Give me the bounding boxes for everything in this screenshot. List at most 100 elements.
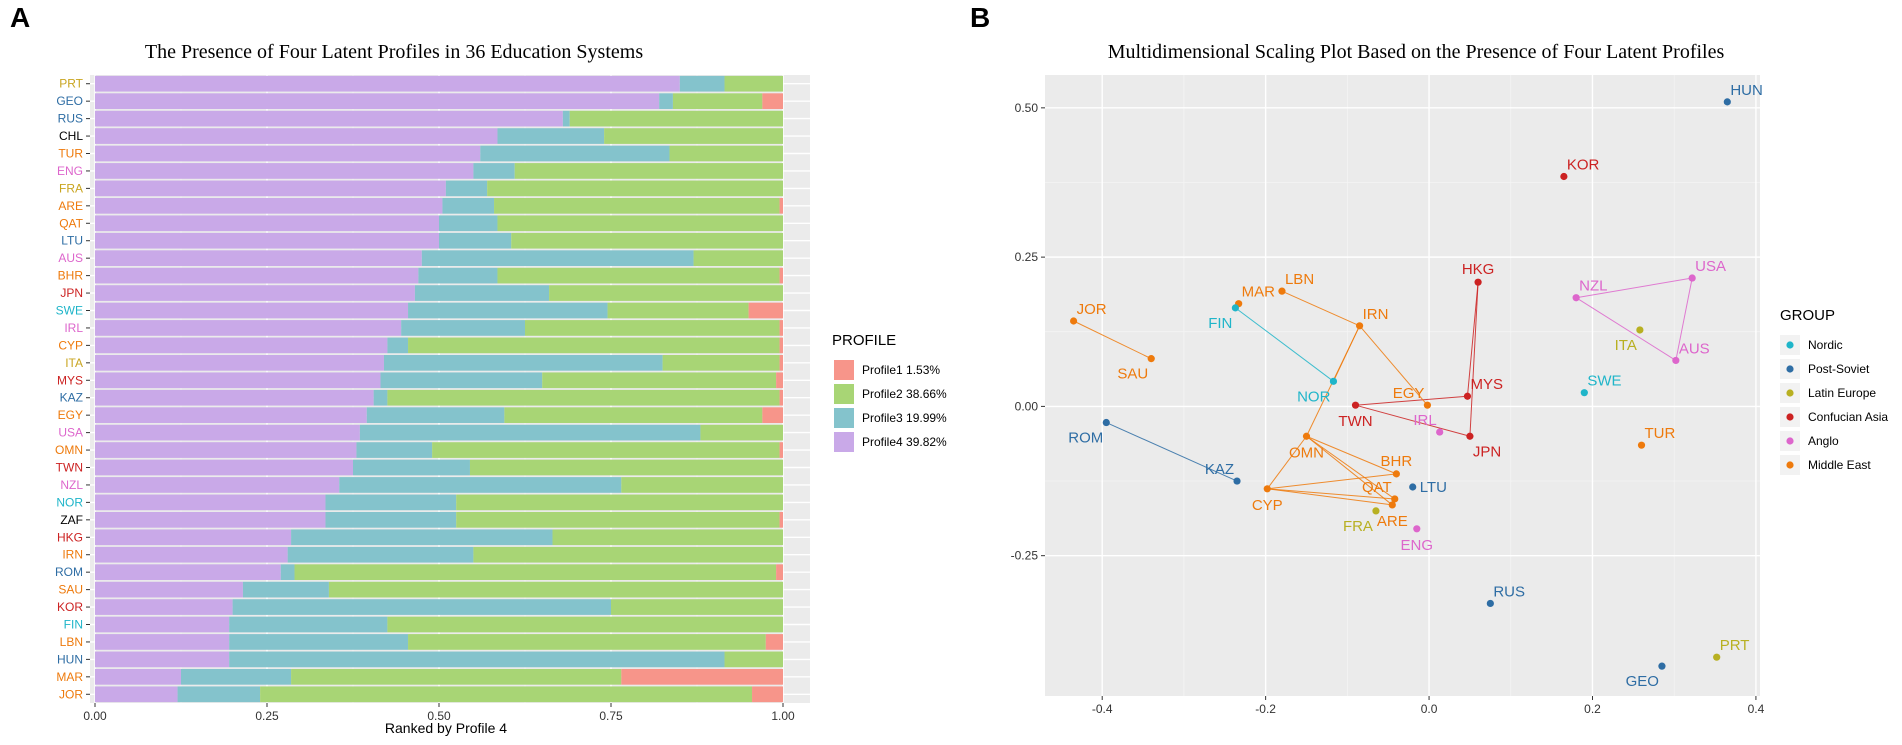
- point-label-bhr: BHR: [1381, 453, 1413, 470]
- point-prt: [1713, 653, 1721, 661]
- mds-scatter-plot: Multidimensional Scaling Plot Based on t…: [1011, 41, 1889, 716]
- category-label-geo: GEO: [56, 94, 83, 108]
- bar-segment-hkg-profile4: [95, 529, 292, 546]
- point-rom: [1102, 418, 1110, 427]
- scatter-x-tick-label: 0.4: [1748, 702, 1765, 716]
- legend-label-anglo: Anglo: [1808, 434, 1839, 448]
- bar-segment-irl-profile1: [779, 320, 783, 336]
- bar-segment-cyp-profile1: [779, 337, 783, 354]
- legend-label-latin-europe: Latin Europe: [1808, 386, 1876, 400]
- connection-line-irn-egy: [1359, 325, 1428, 406]
- bar-segment-kaz-profile3: [373, 389, 388, 406]
- category-label-fin: FIN: [64, 618, 83, 632]
- category-label-are: ARE: [58, 199, 83, 213]
- bar-segment-mys-profile2: [542, 372, 777, 389]
- bar-segment-zaf-profile2: [456, 511, 780, 528]
- point-nzl: [1572, 294, 1580, 302]
- bar-x-ticks: 0.00 0.25 0.50 0.75 1.00: [83, 703, 795, 723]
- connection-line-nzl-usa: [1576, 277, 1693, 299]
- point-tur: [1637, 441, 1646, 449]
- bar-segment-fra-profile4: [95, 180, 446, 197]
- bar-segment-sau-profile2: [328, 581, 783, 598]
- legend-dot-latin-europe: [1786, 389, 1794, 397]
- bar-segment-egy-profile4: [95, 407, 367, 424]
- bar-segment-qat-profile3: [439, 215, 498, 232]
- bar-segment-fin-profile3: [229, 616, 388, 633]
- bar-segment-geo-profile4: [95, 93, 660, 110]
- bar-segment-fin-profile2: [387, 616, 783, 633]
- point-label-qat: QAT: [1362, 479, 1392, 496]
- bar-segment-swe-profile4: [95, 302, 409, 319]
- point-irl: [1436, 428, 1444, 436]
- bar-segments: [95, 75, 783, 703]
- bar-segment-nor-profile4: [95, 494, 326, 511]
- point-are: [1388, 501, 1396, 509]
- point-twn: [1351, 401, 1360, 409]
- bar-segment-mys-profile1: [776, 372, 783, 389]
- connection-line-jor-sau: [1073, 320, 1152, 360]
- connection-line-mys-hkg: [1466, 282, 1479, 397]
- scatter-title: Multidimensional Scaling Plot Based on t…: [1108, 41, 1725, 63]
- connection-line-omn-qat: [1306, 435, 1396, 500]
- point-label-nor: NOR: [1297, 388, 1331, 405]
- category-label-ita: ITA: [65, 356, 83, 370]
- bar-segment-eng-profile2: [514, 163, 783, 179]
- bar-segment-aus-profile3: [421, 250, 694, 267]
- bar-segment-are-profile1: [779, 197, 783, 214]
- category-label-tur: TUR: [58, 147, 83, 161]
- bar-segment-kaz-profile1: [779, 389, 783, 406]
- bar-segment-are-profile2: [494, 197, 780, 214]
- scatter-y-tick-label: 0.25: [1015, 250, 1039, 264]
- point-hkg: [1474, 278, 1482, 286]
- stacked-bar-chart: The Presence of Four Latent Profiles in …: [55, 41, 947, 736]
- bar-segment-kor-profile3: [232, 599, 611, 615]
- category-label-jor: JOR: [59, 687, 83, 701]
- bar-segment-kaz-profile2: [387, 389, 780, 406]
- point-label-omn: OMN: [1289, 444, 1324, 461]
- category-label-nor: NOR: [56, 495, 83, 509]
- bar-segment-jpn-profile2: [549, 285, 783, 301]
- category-label-fra: FRA: [59, 181, 83, 195]
- bar-segment-prt-profile4: [95, 75, 680, 92]
- scatter-x-tick-label: 0.0: [1421, 702, 1438, 716]
- bar-segment-qat-profile4: [95, 215, 439, 232]
- bar-segment-chl-profile4: [95, 128, 498, 144]
- legend-dot-confucian-asia: [1786, 413, 1794, 421]
- bar-x-tick-label: 0.00: [83, 709, 107, 723]
- group-connection-lines: [1073, 277, 1693, 506]
- connection-line-omn-are: [1306, 435, 1393, 506]
- legend-dot-nordic: [1786, 341, 1794, 349]
- bar-segment-mar-profile1: [621, 668, 783, 685]
- bar-segment-bhr-profile2: [497, 267, 780, 284]
- point-label-geo: GEO: [1626, 673, 1659, 690]
- point-label-hkg: HKG: [1462, 261, 1495, 278]
- bar-segment-hun-profile4: [95, 651, 230, 668]
- bar-segment-kor-profile4: [95, 599, 233, 615]
- bar-segment-lbn-profile3: [229, 634, 409, 650]
- point-label-usa: USA: [1695, 258, 1726, 275]
- point-kaz: [1233, 477, 1241, 485]
- scatter-x-tick-label: -0.2: [1255, 702, 1276, 716]
- bar-segment-egy-profile1: [762, 407, 783, 424]
- point-omn: [1302, 432, 1311, 440]
- scatter-plot-panel: [1045, 75, 1760, 696]
- bar-segment-aus-profile4: [95, 250, 422, 267]
- connection-line-aus-nzl: [1575, 297, 1677, 361]
- bar-segment-twn-profile2: [469, 459, 783, 476]
- profile-legend: PROFILE Profile1 1.53% Profile2 38.66% Pro…: [832, 332, 947, 452]
- category-label-cyp: CYP: [58, 338, 83, 352]
- point-label-irn: IRN: [1363, 306, 1389, 323]
- bar-segment-irn-profile4: [95, 546, 288, 563]
- category-label-hkg: HKG: [57, 530, 83, 544]
- bar-segment-cyp-profile3: [387, 337, 409, 354]
- scatter-x-tick-label: -0.4: [1092, 702, 1113, 716]
- bar-segment-swe-profile3: [408, 302, 608, 319]
- bar-segment-usa-profile3: [359, 424, 701, 441]
- point-lbn: [1278, 287, 1286, 295]
- point-hun: [1723, 98, 1731, 106]
- bar-segment-kaz-profile4: [95, 389, 374, 406]
- bar-chart-title: The Presence of Four Latent Profiles in …: [145, 41, 643, 63]
- category-label-bhr: BHR: [58, 269, 84, 283]
- point-label-twn: TWN: [1338, 413, 1372, 430]
- bar-segment-geo-profile2: [672, 93, 763, 110]
